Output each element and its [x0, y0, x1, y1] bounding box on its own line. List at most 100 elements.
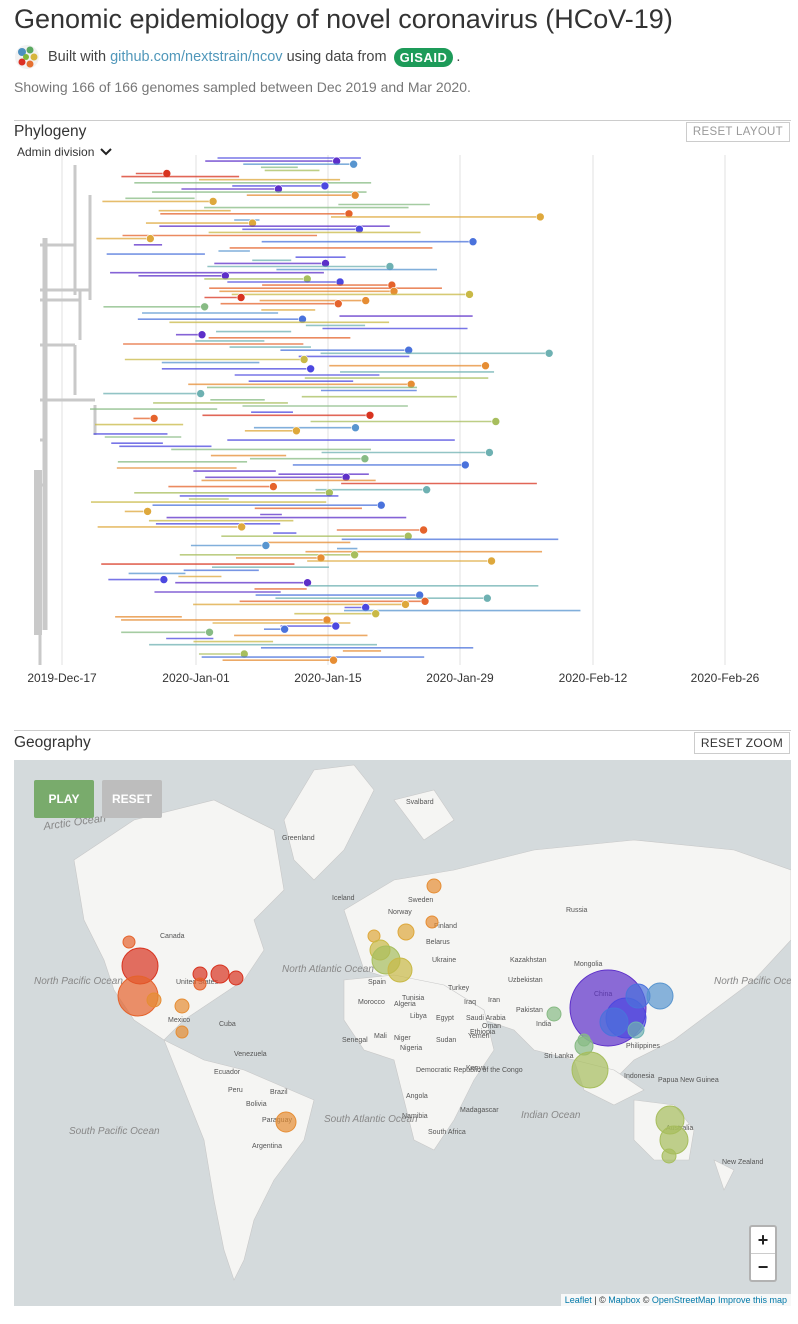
- tree-tip[interactable]: [332, 622, 340, 630]
- tree-tip[interactable]: [144, 507, 152, 515]
- map-sample-bubble[interactable]: [660, 1126, 688, 1154]
- place-label: Morocco: [358, 999, 385, 1006]
- place-label: Democratic Republic of the Congo: [416, 1067, 523, 1074]
- axis-tick-label: 2020-Feb-12: [559, 671, 628, 685]
- tree-tip[interactable]: [334, 300, 342, 308]
- repo-link[interactable]: github.com/nextstrain/ncov: [110, 49, 282, 65]
- tree-tip[interactable]: [372, 610, 380, 618]
- map-sample-bubble[interactable]: [147, 993, 161, 1007]
- place-label: Belarus: [426, 939, 450, 946]
- reset-zoom-button[interactable]: RESET ZOOM: [694, 732, 790, 754]
- gisaid-logo[interactable]: GISAID: [394, 48, 454, 67]
- tree-tip[interactable]: [492, 418, 500, 426]
- tree-tip[interactable]: [281, 625, 289, 633]
- tree-tip[interactable]: [421, 597, 429, 605]
- map-sample-bubble[interactable]: [647, 983, 673, 1009]
- map-sample-bubble[interactable]: [547, 1007, 561, 1021]
- tree-tip[interactable]: [362, 297, 370, 305]
- improve-map-link[interactable]: Improve this map: [718, 1295, 787, 1305]
- tree-tip[interactable]: [269, 483, 277, 491]
- place-label: Greenland: [282, 835, 315, 842]
- phylogeny-tree[interactable]: 2019-Dec-17 2020-Jan-01 2020-Jan-15 2020-Ja…: [0, 150, 798, 695]
- place-label: Algeria: [394, 1001, 416, 1008]
- place-label: Svalbard: [406, 799, 434, 806]
- tree-tip[interactable]: [307, 365, 315, 373]
- tree-tip[interactable]: [401, 600, 409, 608]
- zoom-in-button[interactable]: +: [751, 1227, 775, 1253]
- tree-tip[interactable]: [146, 235, 154, 243]
- tree-tip[interactable]: [197, 390, 205, 398]
- tree-tip[interactable]: [300, 356, 308, 364]
- attrib-sep: | ©: [592, 1295, 608, 1305]
- place-label: Tunisia: [402, 995, 424, 1002]
- osm-link[interactable]: OpenStreetMap: [652, 1295, 716, 1305]
- map-sample-bubble[interactable]: [123, 936, 135, 948]
- world-map-canvas[interactable]: Arctic Ocean North Pacific Ocean North A…: [14, 760, 791, 1306]
- tree-tip[interactable]: [237, 294, 245, 302]
- zoom-out-button[interactable]: −: [751, 1253, 775, 1280]
- tree-tip[interactable]: [483, 594, 491, 602]
- ocean-label: North Atlantic Ocean: [282, 964, 374, 975]
- place-label: Sweden: [408, 897, 433, 904]
- tree-tip[interactable]: [198, 331, 206, 339]
- tree-tip[interactable]: [466, 290, 474, 298]
- tree-tip[interactable]: [262, 542, 270, 550]
- map-sample-bubble[interactable]: [176, 1026, 188, 1038]
- map-sample-bubble[interactable]: [426, 916, 438, 928]
- tree-tip[interactable]: [351, 551, 359, 559]
- tree-tip[interactable]: [350, 160, 358, 168]
- tree-tip[interactable]: [420, 526, 428, 534]
- map-sample-bubble[interactable]: [194, 978, 206, 990]
- reset-layout-button[interactable]: RESET LAYOUT: [686, 122, 790, 142]
- place-label: Yemen: [468, 1033, 490, 1040]
- reset-animation-button[interactable]: RESET: [102, 780, 162, 818]
- map-sample-bubble[interactable]: [211, 965, 229, 983]
- tree-tip[interactable]: [330, 656, 338, 664]
- tree-tip[interactable]: [201, 303, 209, 311]
- map-sample-bubble[interactable]: [626, 984, 650, 1008]
- tree-tip[interactable]: [536, 213, 544, 221]
- tree-tip[interactable]: [377, 501, 385, 509]
- tree-tip[interactable]: [545, 349, 553, 357]
- map-sample-bubble[interactable]: [398, 924, 414, 940]
- place-label: Saudi Arabia: [466, 1015, 506, 1022]
- mapbox-link[interactable]: Mapbox: [608, 1295, 640, 1305]
- tree-tip[interactable]: [488, 557, 496, 565]
- geography-divider: [14, 730, 791, 731]
- tree-tip[interactable]: [469, 238, 477, 246]
- tree-tip[interactable]: [366, 411, 374, 419]
- play-button[interactable]: PLAY: [34, 780, 94, 818]
- tree-tip[interactable]: [160, 576, 168, 584]
- geography-map[interactable]: Arctic Ocean North Pacific Ocean North A…: [14, 760, 791, 1306]
- map-sample-bubble[interactable]: [662, 1149, 676, 1163]
- tree-tip[interactable]: [150, 414, 158, 422]
- map-sample-bubble[interactable]: [578, 1034, 590, 1046]
- place-label: New Zealand: [722, 1159, 763, 1166]
- axis-tick-label: 2020-Jan-15: [294, 671, 362, 685]
- tree-tip[interactable]: [423, 486, 431, 494]
- tree-tip[interactable]: [351, 424, 359, 432]
- tree-tip[interactable]: [238, 523, 246, 531]
- place-label: Ecuador: [214, 1069, 241, 1076]
- tree-tip[interactable]: [485, 449, 493, 457]
- tree-tip[interactable]: [461, 461, 469, 469]
- map-sample-bubble[interactable]: [229, 971, 243, 985]
- tree-tip[interactable]: [209, 197, 217, 205]
- map-sample-bubble[interactable]: [572, 1052, 608, 1088]
- place-label: Philippines: [626, 1043, 660, 1050]
- map-sample-bubble[interactable]: [628, 1022, 644, 1038]
- tree-tip[interactable]: [321, 182, 329, 190]
- map-sample-bubble[interactable]: [175, 999, 189, 1013]
- phylogeny-divider: [14, 120, 791, 121]
- place-label: Brazil: [270, 1089, 288, 1096]
- map-sample-bubble[interactable]: [276, 1112, 296, 1132]
- tree-tip[interactable]: [351, 191, 359, 199]
- map-sample-bubble[interactable]: [600, 1008, 628, 1036]
- map-sample-bubble[interactable]: [427, 879, 441, 893]
- tree-tip[interactable]: [206, 628, 214, 636]
- tree-tip[interactable]: [361, 455, 369, 463]
- tree-tip[interactable]: [482, 362, 490, 370]
- leaflet-link[interactable]: Leaflet: [565, 1295, 592, 1305]
- tree-tip[interactable]: [292, 427, 300, 435]
- map-sample-bubble[interactable]: [388, 958, 412, 982]
